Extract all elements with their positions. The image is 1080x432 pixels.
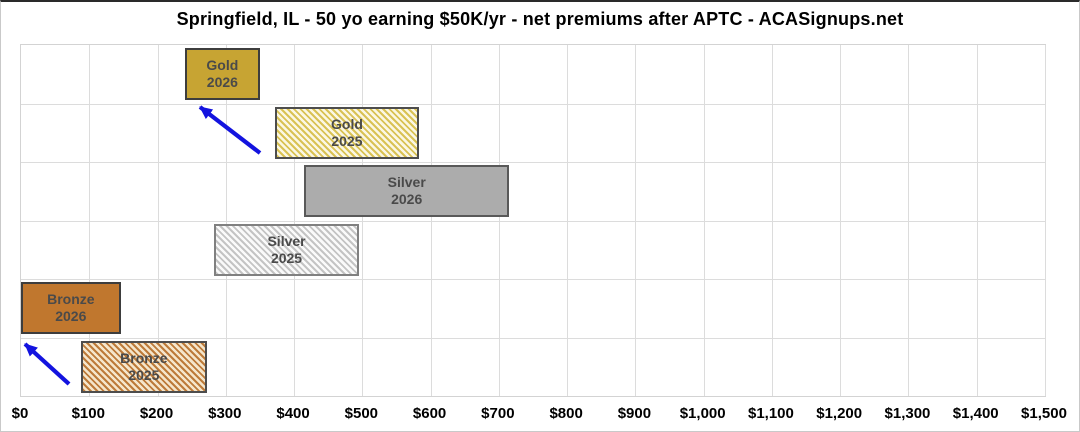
- x-axis-tick-label: $200: [139, 405, 174, 422]
- x-axis-tick-label: $0: [11, 405, 29, 422]
- bar-label: Silver 2026: [387, 174, 426, 207]
- bar-gold-2026: Gold 2026: [184, 48, 260, 100]
- x-axis-tick-label: $700: [481, 405, 515, 422]
- horizontal-gridline: [21, 338, 1045, 339]
- vertical-gridline: [430, 45, 432, 396]
- bar-label: Gold 2026: [206, 57, 239, 90]
- x-axis-tick-label: $900: [617, 405, 652, 422]
- x-axis-tick-label: $1,500: [1021, 405, 1067, 422]
- horizontal-gridline: [21, 221, 1045, 222]
- vertical-gridline: [771, 45, 773, 396]
- bar-silver-2025: Silver 2025: [214, 224, 359, 276]
- vertical-gridline: [1045, 45, 1046, 396]
- x-axis-tick-label: $1,000: [679, 405, 726, 422]
- x-axis-tick-label: $100: [71, 405, 105, 422]
- bar-label: Bronze 2025: [120, 350, 168, 383]
- x-axis-tick-label: $1,100: [747, 405, 794, 422]
- vertical-gridline: [89, 45, 91, 396]
- bar-label: Bronze 2026: [47, 291, 95, 324]
- vertical-gridline: [294, 45, 296, 396]
- vertical-gridline: [225, 45, 227, 396]
- x-axis-tick-label: $1,200: [816, 405, 863, 422]
- x-axis-tick-label: $800: [549, 405, 583, 422]
- horizontal-gridline: [21, 279, 1045, 280]
- plot-area: Gold 2026 Gold 2025 Silver 2026 Silver 2025 Bron…: [20, 44, 1046, 397]
- vertical-gridline: [567, 45, 569, 396]
- bar-label: Silver 2025: [267, 233, 306, 266]
- vertical-gridline: [157, 45, 159, 396]
- horizontal-gridline: [21, 162, 1045, 163]
- chart-title: Springfield, IL - 50 yo earning $50K/yr …: [176, 9, 904, 29]
- horizontal-gridline: [21, 104, 1045, 105]
- x-axis-tick-label: $1,300: [884, 405, 931, 422]
- bar-label: Gold 2025: [331, 116, 363, 149]
- vertical-gridline: [908, 45, 910, 396]
- vertical-gridline: [703, 45, 705, 396]
- bar-bronze-2026: Bronze 2026: [21, 282, 121, 334]
- vertical-gridline: [976, 45, 978, 396]
- x-axis-tick-label: $600: [412, 405, 447, 422]
- bar-gold-2025: Gold 2025: [274, 107, 419, 159]
- vertical-gridline: [635, 45, 637, 396]
- bar-silver-2026: Silver 2026: [304, 165, 510, 217]
- x-axis-tick-label: $500: [344, 405, 379, 422]
- vertical-gridline: [498, 45, 500, 396]
- x-axis-tick-label: $300: [208, 405, 242, 422]
- x-axis-tick-label: $1,400: [952, 405, 999, 422]
- x-axis-tick-label: $400: [276, 405, 310, 422]
- vertical-gridline: [840, 45, 842, 396]
- vertical-gridline: [362, 45, 364, 396]
- bar-bronze-2025: Bronze 2025: [81, 341, 207, 393]
